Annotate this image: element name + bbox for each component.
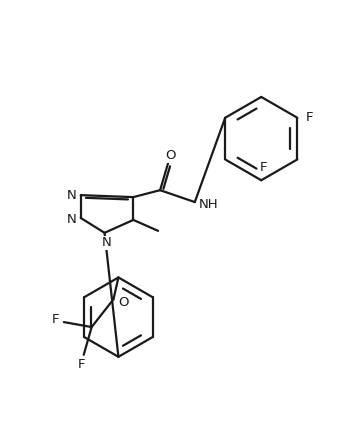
Text: F: F (52, 313, 60, 326)
Text: O: O (166, 149, 176, 162)
Text: F: F (78, 358, 86, 371)
Text: O: O (118, 296, 129, 309)
Text: NH: NH (199, 198, 219, 211)
Text: F: F (305, 111, 313, 124)
Text: N: N (102, 236, 111, 249)
Text: N: N (67, 189, 77, 202)
Text: F: F (260, 161, 267, 174)
Text: N: N (67, 214, 77, 226)
